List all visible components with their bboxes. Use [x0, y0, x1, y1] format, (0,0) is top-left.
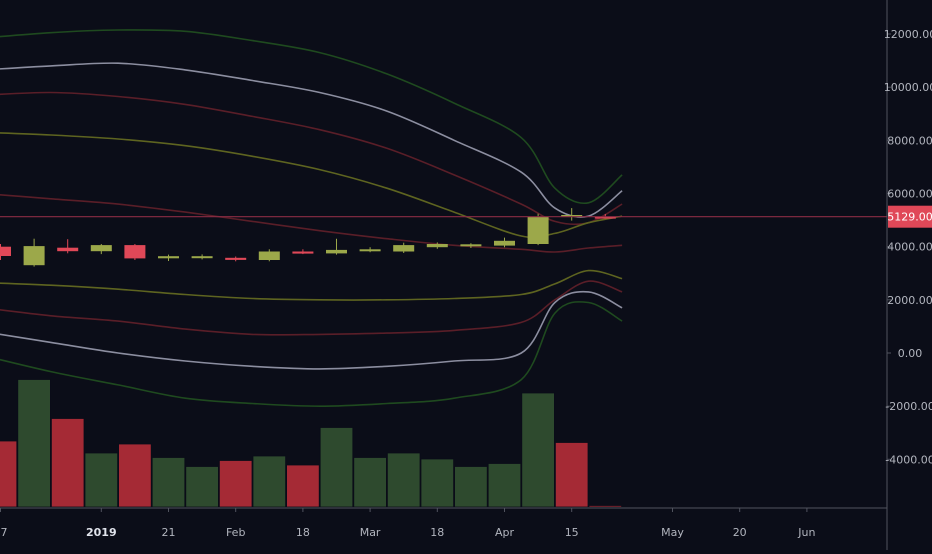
candle-body-0 — [0, 246, 11, 256]
band-line-1 — [0, 62, 623, 218]
price-tick-label-5: 2000.00 — [887, 294, 932, 307]
band-line-2 — [0, 91, 623, 226]
volume-bar-9 — [286, 464, 320, 508]
time-tick-label-2: 21 — [162, 526, 176, 539]
volume-bar-13 — [420, 458, 454, 508]
candle-body-10 — [326, 249, 347, 254]
band-line-8 — [0, 301, 623, 408]
volume-bar-15 — [487, 463, 522, 508]
time-tick-label-1: 2019 — [86, 526, 117, 539]
volume-bar-10 — [319, 427, 354, 508]
price-tick-label-3: 6000.00 — [887, 188, 932, 201]
volume-bar-8 — [252, 455, 286, 508]
candle-body-13 — [426, 244, 448, 248]
candle-body-8 — [258, 251, 280, 260]
candle-body-15 — [494, 240, 515, 246]
volume-bar-4 — [118, 443, 152, 508]
time-tick-label-4: 18 — [296, 526, 310, 539]
candle-body-2 — [57, 247, 79, 252]
candle-body-11 — [359, 249, 381, 252]
candle-body-16 — [527, 216, 549, 244]
candle-body-18 — [594, 216, 616, 219]
price-tick-label-4: 4000.00 — [887, 241, 932, 254]
volume-bar-16 — [521, 392, 555, 508]
candle-body-9 — [292, 251, 314, 254]
candle-body-5 — [158, 256, 179, 259]
volume-bars — [0, 379, 622, 508]
band-line-4 — [0, 193, 623, 253]
band-line-7 — [0, 290, 623, 370]
volume-bar-5 — [151, 457, 186, 508]
volume-bar-1 — [17, 379, 51, 508]
volume-bar-11 — [353, 457, 387, 508]
candlesticks — [0, 208, 616, 267]
time-tick-label-10: 20 — [733, 526, 747, 539]
time-tick-label-0: 17 — [0, 526, 8, 539]
price-tick-label-8: -4000.00 — [885, 453, 932, 466]
candle-body-6 — [191, 256, 213, 259]
time-tick-label-7: Apr — [495, 526, 515, 539]
volume-bar-18 — [588, 505, 622, 508]
last-price-line: 5129.00 — [0, 205, 932, 228]
band-lines — [0, 29, 623, 408]
time-tick-label-6: 18 — [430, 526, 444, 539]
time-tick-label-8: 15 — [565, 526, 579, 539]
candle-body-12 — [393, 245, 415, 252]
price-tick-label-2: 8000.00 — [887, 134, 932, 147]
candle-body-1 — [23, 246, 45, 266]
time-tick-label-9: May — [661, 526, 684, 539]
volume-bar-14 — [454, 466, 488, 508]
band-line-5 — [0, 269, 623, 301]
volume-bar-7 — [218, 460, 253, 508]
volume-bar-0 — [0, 440, 18, 508]
last-price-label-bg — [888, 205, 932, 228]
volume-bar-12 — [386, 452, 421, 508]
time-tick-label-11: Jun — [797, 526, 815, 539]
band-line-3 — [0, 132, 623, 239]
price-tick-label-6: 0.00 — [898, 347, 923, 360]
price-tick-label-0: 12000.00 — [884, 28, 932, 41]
candle-body-3 — [90, 245, 112, 252]
volume-bar-6 — [185, 466, 219, 508]
last-price-label: 5129.00 — [887, 211, 932, 224]
time-tick-label-3: Feb — [226, 526, 245, 539]
band-line-0 — [0, 29, 623, 205]
band-line-6 — [0, 280, 623, 336]
candle-body-17 — [561, 215, 583, 217]
candle-body-14 — [460, 244, 482, 247]
price-tick-label-1: 10000.00 — [884, 81, 932, 94]
price-tick-label-7: -2000.00 — [885, 400, 932, 413]
candle-body-4 — [124, 245, 146, 259]
volume-bar-17 — [555, 442, 589, 508]
volume-bar-3 — [84, 452, 118, 508]
candle-body-7 — [225, 257, 247, 260]
volume-bar-2 — [51, 418, 85, 508]
time-tick-label-5: Mar — [360, 526, 381, 539]
